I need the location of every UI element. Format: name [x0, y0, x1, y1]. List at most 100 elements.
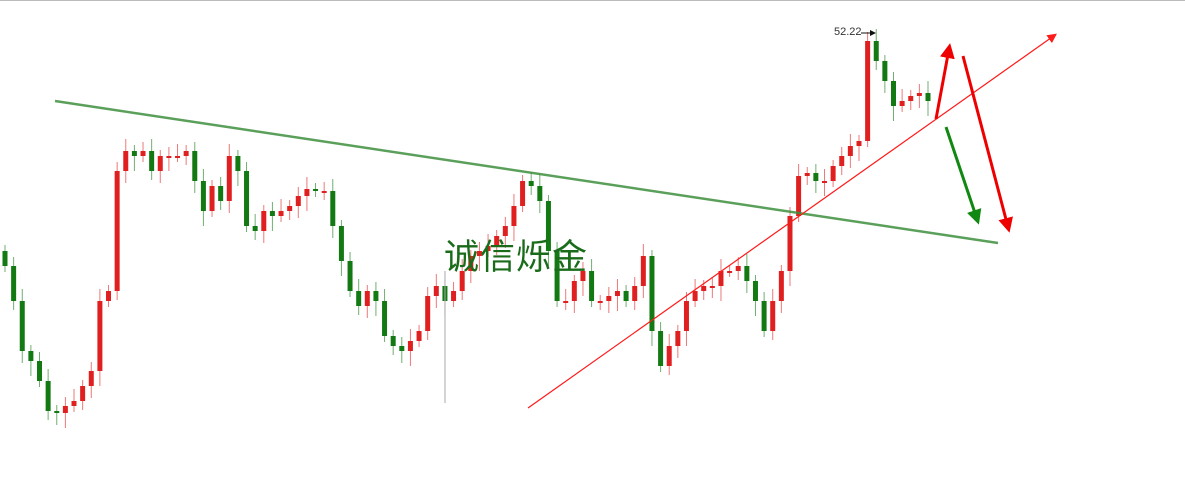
- candle-down: [269, 211, 275, 216]
- candle-up: [735, 266, 741, 271]
- candle-up: [821, 181, 827, 183]
- candle-down: [149, 151, 155, 171]
- candle-up: [606, 296, 612, 301]
- candle-down: [200, 181, 206, 211]
- candle-up: [166, 156, 172, 158]
- candle-up: [718, 271, 724, 286]
- resistance-trendline: [54, 99, 999, 245]
- candle-up: [157, 156, 163, 171]
- candle-down: [11, 266, 17, 301]
- candle-up: [485, 246, 491, 251]
- candle-down: [813, 173, 819, 181]
- candle-up: [856, 141, 862, 146]
- candle-down: [218, 186, 224, 201]
- candle-down: [554, 251, 560, 301]
- candle-down: [382, 301, 388, 336]
- candle-up: [727, 271, 733, 273]
- candle-down: [37, 361, 43, 381]
- candle-up: [364, 291, 370, 306]
- candle-up: [494, 236, 500, 246]
- candle-down: [235, 156, 241, 171]
- support-trendline: [527, 33, 1057, 409]
- candle-down: [131, 151, 137, 156]
- candle-up: [407, 341, 413, 351]
- candle-down: [330, 191, 336, 226]
- candle-down: [390, 336, 396, 346]
- candle-up: [692, 291, 698, 301]
- candle-up: [709, 286, 715, 288]
- candle-down: [761, 301, 767, 331]
- candle-up: [425, 296, 431, 331]
- candle-up: [511, 206, 517, 226]
- candle-up: [175, 156, 181, 158]
- candle-up: [597, 301, 603, 303]
- candle-up: [451, 291, 457, 301]
- candle-up: [468, 256, 474, 271]
- candle-down: [252, 226, 258, 231]
- candle-up: [459, 271, 465, 291]
- candles: [2, 29, 931, 428]
- candle-down: [356, 291, 362, 306]
- candle-up: [830, 166, 836, 181]
- candle-down: [347, 261, 353, 291]
- candle-down: [744, 266, 750, 281]
- candle-down: [649, 256, 655, 331]
- candle-up: [278, 211, 284, 216]
- candle-up: [140, 151, 146, 156]
- candle-up: [183, 151, 189, 156]
- candle-up: [770, 301, 776, 331]
- red-up-arrow: [934, 43, 955, 120]
- candle-up: [114, 171, 120, 291]
- candle-up: [502, 226, 508, 236]
- red-down-arrow: [961, 55, 1013, 233]
- candle-down: [589, 271, 595, 301]
- candle-down: [45, 381, 51, 411]
- candle-down: [373, 291, 379, 301]
- candle-up: [675, 331, 681, 346]
- candle-up: [209, 186, 215, 211]
- candle-up: [416, 331, 422, 341]
- candle-up: [614, 291, 620, 296]
- candle-up: [632, 286, 638, 301]
- candle-up: [908, 96, 914, 101]
- candle-up: [804, 173, 810, 176]
- candle-up: [683, 301, 689, 331]
- candle-down: [2, 251, 8, 266]
- candle-up: [226, 156, 232, 201]
- candle-down: [313, 189, 319, 191]
- candle-up: [62, 406, 68, 413]
- candle-up: [433, 286, 439, 296]
- candle-up: [778, 271, 784, 301]
- candle-down: [399, 346, 405, 351]
- candle-up: [321, 191, 327, 193]
- candle-down: [890, 81, 896, 106]
- candle-up: [261, 211, 267, 231]
- candle-down: [244, 171, 250, 226]
- candle-up: [796, 176, 802, 216]
- candle-up: [304, 189, 310, 196]
- candle-down: [752, 281, 758, 301]
- candle-down: [873, 41, 879, 61]
- candle-up: [80, 386, 86, 401]
- candle-down: [28, 351, 34, 361]
- candle-down: [623, 291, 629, 301]
- green-down-arrow: [944, 126, 982, 225]
- candle-up: [295, 196, 301, 206]
- candle-up: [865, 41, 871, 141]
- candle-up: [580, 271, 586, 281]
- candle-up: [571, 281, 577, 301]
- candle-up: [701, 286, 707, 291]
- candle-up: [520, 181, 526, 206]
- candle-down: [545, 201, 551, 251]
- candle-down: [192, 151, 198, 181]
- candle-down: [19, 301, 25, 351]
- candle-up: [287, 206, 293, 211]
- candle-up: [899, 101, 905, 106]
- candle-up: [787, 216, 793, 271]
- candle-up: [106, 291, 112, 301]
- candle-up: [97, 301, 103, 371]
- candle-up: [71, 401, 77, 406]
- candle-up: [563, 301, 569, 303]
